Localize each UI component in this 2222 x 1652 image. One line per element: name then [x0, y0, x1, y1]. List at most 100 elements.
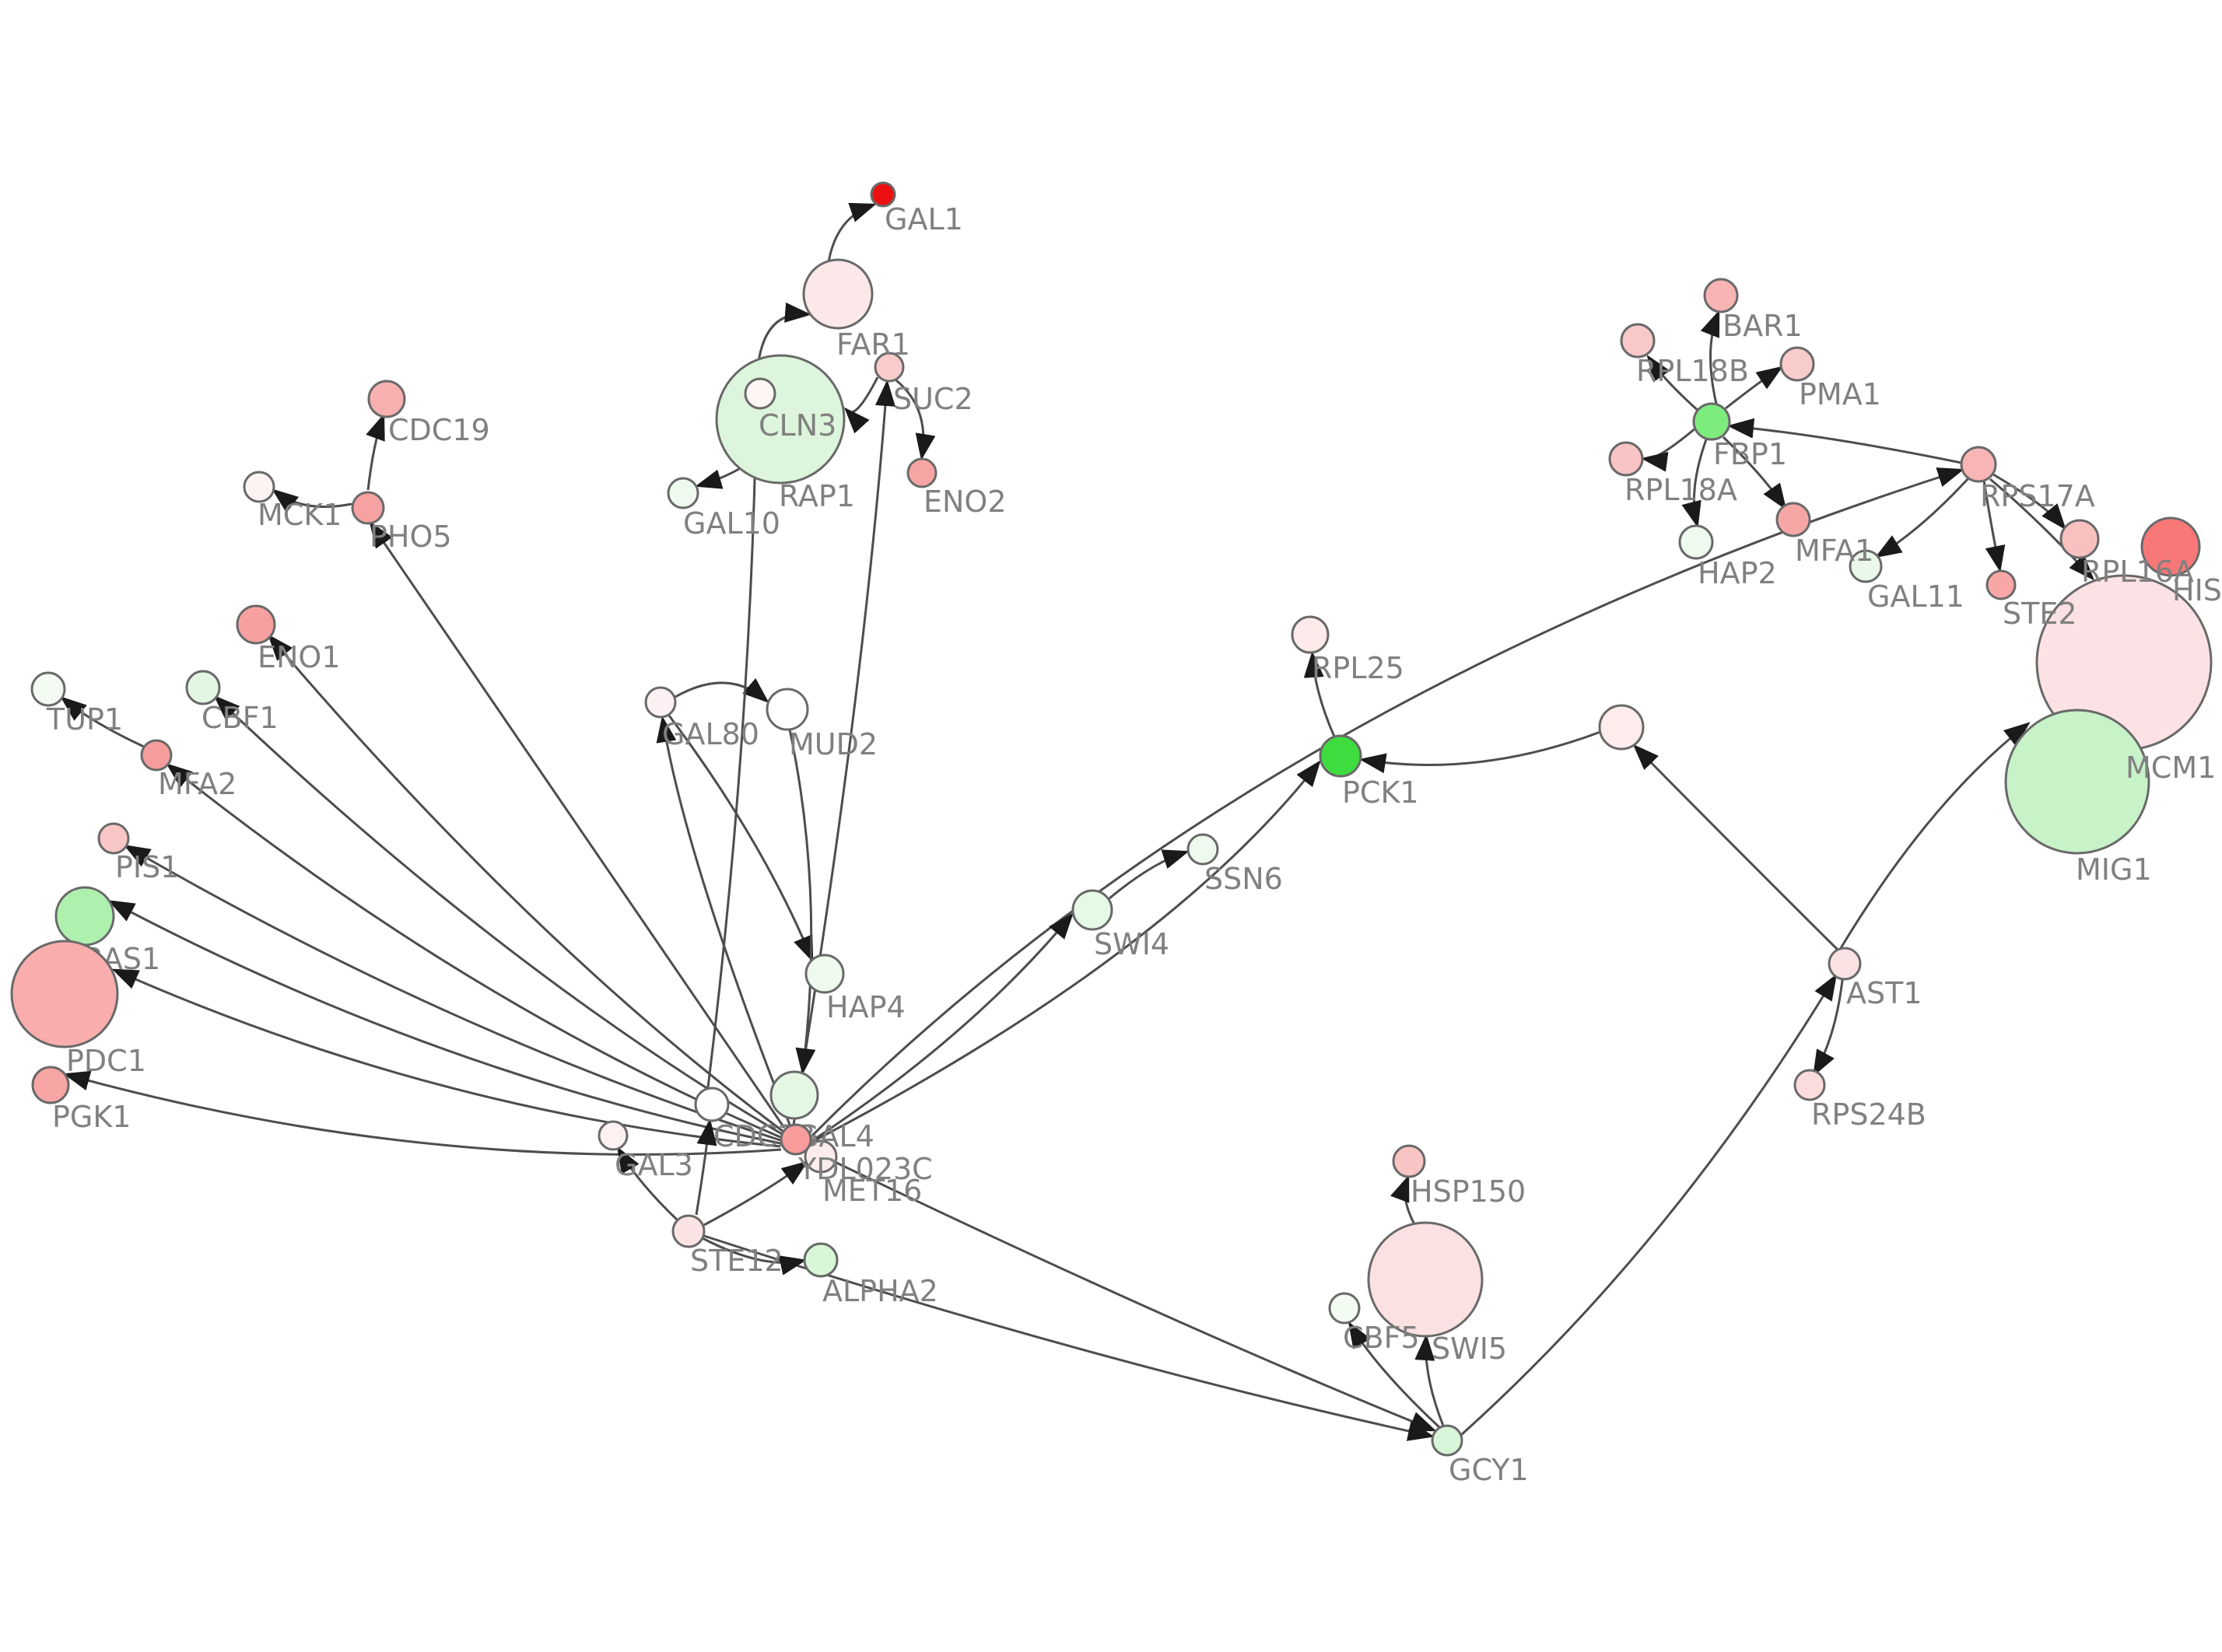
edge-YDL023C-ENO1[interactable] [268, 634, 784, 1133]
node-PMA1[interactable] [1779, 346, 1815, 382]
edge-STE12-ALPHA2[interactable] [702, 1237, 807, 1276]
edge-YDL023C-CBF1[interactable] [213, 695, 783, 1136]
edge-STE12-CDC28[interactable] [695, 1118, 717, 1216]
node-MFA2[interactable] [140, 739, 173, 772]
edge-AST1-MCM1[interactable] [1839, 722, 2031, 949]
edge-CDC28-CLN3[interactable] [706, 407, 766, 1088]
edge-SWI5-HSP150[interactable] [1390, 1174, 1416, 1225]
node-GAL80[interactable] [644, 686, 677, 719]
edge-PHO5-CDC19[interactable] [366, 413, 385, 491]
edge-FBP1-MFA1[interactable] [1722, 436, 1787, 510]
node-HIS4[interactable] [2140, 516, 2201, 577]
edge-YDL023C-GAL80[interactable] [656, 716, 791, 1125]
edge-PHO5-MCK1[interactable] [272, 488, 352, 513]
edge-MUD2-GAL4[interactable] [788, 729, 816, 1075]
node-CDC19[interactable] [367, 380, 406, 418]
edge-AST1-RPS24B[interactable] [1813, 979, 1844, 1077]
edge-STE12-GAL3[interactable] [616, 1146, 678, 1221]
node-HAP4[interactable] [804, 954, 845, 994]
node-MUD2[interactable] [766, 688, 809, 731]
node-GAL11[interactable] [1849, 549, 1883, 583]
edge-PCK1-RPL25[interactable] [1303, 651, 1336, 737]
node-RPS24B[interactable] [1793, 1069, 1826, 1101]
node-RAS1[interactable] [54, 886, 115, 947]
edge-SUC2-ENO2[interactable] [895, 379, 936, 460]
edge-YDL023C-GCY1[interactable] [808, 1148, 1437, 1432]
node-MET16[interactable] [804, 1139, 838, 1174]
node-ALPHA2[interactable] [803, 1242, 839, 1278]
edge-YDL023C-SWI4[interactable] [810, 912, 1074, 1143]
edge-RAP1-GAL10[interactable] [695, 465, 744, 489]
node-FAR1[interactable] [802, 258, 874, 330]
node-SWI4[interactable] [1071, 889, 1113, 931]
node-CLN3[interactable] [744, 377, 776, 410]
node-SSN6[interactable] [1186, 833, 1219, 866]
edge-GCY1-SWI5[interactable] [1414, 1334, 1445, 1426]
node-PCK1[interactable] [1319, 734, 1362, 778]
node-ENO2[interactable] [906, 457, 938, 488]
edge-FBP1-HAP2[interactable] [1681, 439, 1708, 528]
node-RPS17A[interactable] [1960, 446, 1997, 483]
edge-YDL023C-PGK1[interactable] [63, 1070, 782, 1156]
edge-RAP1-FAR1[interactable] [757, 302, 811, 362]
node-TUP1[interactable] [30, 671, 66, 707]
node-HSP150[interactable] [1392, 1144, 1426, 1178]
node-PGK1[interactable] [31, 1066, 70, 1104]
edge-YDL023C-RPS17A[interactable] [809, 467, 1964, 1139]
node-YDL023C[interactable] [780, 1123, 812, 1156]
edge-FAR1-GAL1[interactable] [827, 202, 877, 263]
node-STE12[interactable] [671, 1214, 706, 1248]
node-MCK1[interactable] [243, 471, 275, 503]
edge-RPS17A-STE2[interactable] [1982, 480, 2006, 572]
node-MIG1[interactable] [2004, 709, 2150, 855]
node-GCY1[interactable] [1431, 1424, 1463, 1457]
node-GAL4[interactable] [769, 1070, 819, 1120]
node-MFA1[interactable] [1775, 502, 1811, 537]
edge-GAL80-MUD2[interactable] [675, 677, 769, 703]
edge-FBP1-RPL18A[interactable] [1641, 426, 1697, 472]
edge-GCY1-AST1[interactable] [1460, 973, 1838, 1437]
edge-FBP1-BAR1[interactable] [1700, 310, 1720, 404]
node-STE2[interactable] [1985, 569, 2017, 600]
edge-YDL023C-PHO5[interactable] [369, 521, 786, 1129]
edge-NODE_UNLABELED-PCK1[interactable] [1359, 730, 1601, 774]
node-NODE_UNLABELED[interactable] [1598, 704, 1645, 751]
edge-FBP1-RPL18B[interactable] [1646, 355, 1701, 414]
node-GAL3[interactable] [598, 1120, 629, 1151]
edge-YDL023C-SUC2[interactable] [792, 380, 895, 1125]
edge-YDL023C-PDC1[interactable] [111, 968, 781, 1148]
node-RPL16A[interactable] [2059, 519, 2100, 559]
node-BAR1[interactable] [1703, 278, 1739, 313]
node-CBF1[interactable] [185, 670, 221, 705]
edge-FBP1-PMA1[interactable] [1725, 366, 1783, 410]
edge-STE12-MET16[interactable] [703, 1160, 808, 1227]
edge-RPS17A-RPL16A[interactable] [1992, 473, 2066, 530]
node-RPL25[interactable] [1291, 615, 1330, 654]
node-CDC28[interactable] [694, 1087, 730, 1122]
edge-RPS17A-FBP1[interactable] [1727, 418, 1962, 464]
node-RPL18A[interactable] [1608, 441, 1644, 477]
edge-GAL80-HAP4[interactable] [668, 715, 814, 963]
node-PDC1[interactable] [10, 940, 119, 1048]
node-AST1[interactable] [1828, 947, 1862, 981]
node-FBP1[interactable] [1692, 402, 1731, 441]
node-GAL1[interactable] [870, 181, 896, 208]
node-SUC2[interactable] [874, 352, 905, 383]
edge-AST1-NODE_UNLABELED[interactable] [1632, 744, 1839, 951]
node-ENO1[interactable] [236, 604, 276, 645]
edge-SWI4-SSN6[interactable] [1109, 849, 1190, 900]
edge-YDL023C-MFA2[interactable] [166, 763, 781, 1139]
edge-SUC2-RAP1[interactable] [843, 376, 879, 434]
node-GAL10[interactable] [667, 477, 699, 509]
node-SWI5[interactable] [1367, 1221, 1484, 1338]
edge-YDL023C-PIS1[interactable] [123, 844, 781, 1142]
node-CBF5[interactable] [1328, 1292, 1361, 1325]
edge-YDL023C-PCK1[interactable] [808, 760, 1321, 1145]
edge-YDL023C-RAS1[interactable] [107, 900, 781, 1145]
node-RPL18B[interactable] [1620, 323, 1656, 359]
node-HAP2[interactable] [1678, 524, 1714, 560]
edge-MFA2-TUP1[interactable] [60, 696, 145, 748]
node-PIS1[interactable] [97, 822, 130, 855]
edge-RPS17A-MCM1[interactable] [1989, 478, 2095, 581]
node-PHO5[interactable] [351, 491, 385, 525]
